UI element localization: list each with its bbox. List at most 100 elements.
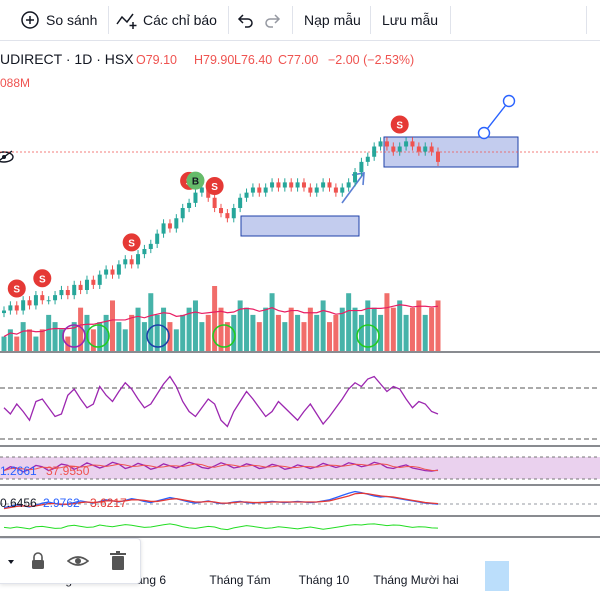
- stoch-k-line: [3, 461, 439, 473]
- macd-value-2: 2.9762: [43, 496, 80, 510]
- volume-bar: [429, 307, 435, 351]
- volume-bar: [320, 300, 326, 351]
- undo-button[interactable]: [236, 0, 254, 40]
- volume-bar: [39, 329, 45, 351]
- more-button[interactable]: [0, 547, 24, 575]
- signal-label: S: [39, 274, 46, 285]
- candle: [97, 274, 102, 285]
- sell-signal[interactable]: [33, 269, 52, 288]
- candle: [276, 182, 281, 188]
- compare-button[interactable]: So sánh: [20, 0, 97, 40]
- delete-button[interactable]: [104, 547, 132, 575]
- candle: [212, 197, 217, 208]
- candle: [59, 290, 64, 296]
- ohlc-low: L76.40: [234, 53, 272, 67]
- volume-highlight: [356, 324, 380, 348]
- trend-arrow[interactable]: [341, 172, 365, 204]
- consolidation-box[interactable]: [240, 215, 360, 237]
- rsi-line: [3, 375, 439, 428]
- volume-bar: [435, 300, 441, 351]
- stoch-d-value: 37.9550: [46, 464, 90, 478]
- trash-icon: [110, 551, 126, 570]
- ohlc-close: C77.00: [278, 53, 318, 67]
- volume-bar: [97, 322, 103, 351]
- signal-label: S: [128, 238, 135, 249]
- candle: [270, 182, 275, 188]
- candle: [416, 146, 421, 152]
- volume-bar: [371, 307, 377, 351]
- add-circle-icon: [21, 11, 39, 29]
- candle: [289, 182, 294, 188]
- candle: [225, 213, 230, 219]
- toolbar-divider: [108, 6, 109, 34]
- candle: [295, 182, 300, 188]
- time-range-highlight: [485, 561, 509, 591]
- candle: [148, 243, 153, 249]
- volume-highlight: [62, 324, 86, 348]
- candle: [129, 259, 134, 265]
- signal-label: S: [211, 182, 218, 193]
- toolbar-divider: [292, 6, 293, 34]
- volume-bar: [339, 307, 345, 351]
- indicators-label: Các chỉ báo: [143, 12, 217, 28]
- volume-bar: [295, 314, 301, 351]
- candle: [353, 172, 358, 183]
- volume-bar: [14, 336, 20, 351]
- time-tick-label: Tháng 10: [299, 573, 350, 587]
- candle: [2, 310, 6, 314]
- save-template-label: Lưu mẫu: [382, 12, 439, 28]
- save-template-button[interactable]: Lưu mẫu: [382, 0, 438, 40]
- volume-bar: [390, 307, 396, 351]
- signal-label: S: [13, 285, 20, 296]
- undo-icon: [237, 14, 253, 28]
- volume-bar: [65, 336, 71, 351]
- volume-bar: [288, 307, 294, 351]
- load-template-button[interactable]: Nạp mẫu: [304, 0, 361, 40]
- load-template-label: Nạp mẫu: [304, 12, 361, 28]
- volume-bar: [161, 307, 167, 351]
- toolbar-divider: [450, 6, 451, 34]
- green-indicator-line: [3, 523, 439, 531]
- stoch-k-value: 1.2661: [0, 464, 37, 478]
- volume-bar: [263, 307, 269, 351]
- candle: [384, 141, 389, 147]
- volume-bar: [27, 329, 33, 351]
- volume-ma-line: [3, 304, 439, 338]
- signal-label: B: [192, 177, 199, 188]
- hide-eye-icon[interactable]: [0, 150, 14, 163]
- volume-bar: [307, 307, 313, 351]
- sell-signal[interactable]: [205, 177, 224, 195]
- volume-bar: [78, 307, 84, 351]
- candle: [257, 187, 262, 193]
- volume-bar: [90, 329, 96, 351]
- candle: [14, 305, 19, 311]
- volume-bar: [116, 322, 122, 351]
- signal-label: S: [396, 121, 403, 132]
- candle: [116, 264, 121, 275]
- volume-bar: [346, 293, 352, 351]
- volume-highlight: [212, 324, 236, 348]
- buy-signal[interactable]: [186, 171, 205, 190]
- price-chart[interactable]: UDIRECT · 1D · HSX O79.10 H79.90 L76.40 …: [0, 41, 600, 600]
- redo-button[interactable]: [264, 0, 282, 40]
- redo-icon: [265, 14, 281, 28]
- projection-line[interactable]: [477, 94, 516, 140]
- volume-bar: [7, 329, 13, 351]
- candle: [72, 284, 77, 296]
- candle: [46, 300, 51, 302]
- volume-bar: [110, 300, 115, 351]
- visibility-button[interactable]: [64, 547, 92, 575]
- volume-bar: [256, 322, 262, 351]
- volume-bar: [358, 314, 364, 351]
- lock-button[interactable]: [24, 547, 52, 575]
- sell-signal[interactable]: [390, 115, 409, 134]
- volume-bar: [269, 293, 275, 351]
- candle: [104, 269, 109, 275]
- sell-signal[interactable]: [7, 279, 26, 298]
- candle: [333, 187, 338, 193]
- candle: [91, 279, 96, 285]
- toolbar-divider: [228, 6, 229, 34]
- sell-signal[interactable]: [122, 233, 141, 252]
- indicators-button[interactable]: Các chỉ báo: [116, 0, 217, 40]
- candle: [180, 208, 185, 219]
